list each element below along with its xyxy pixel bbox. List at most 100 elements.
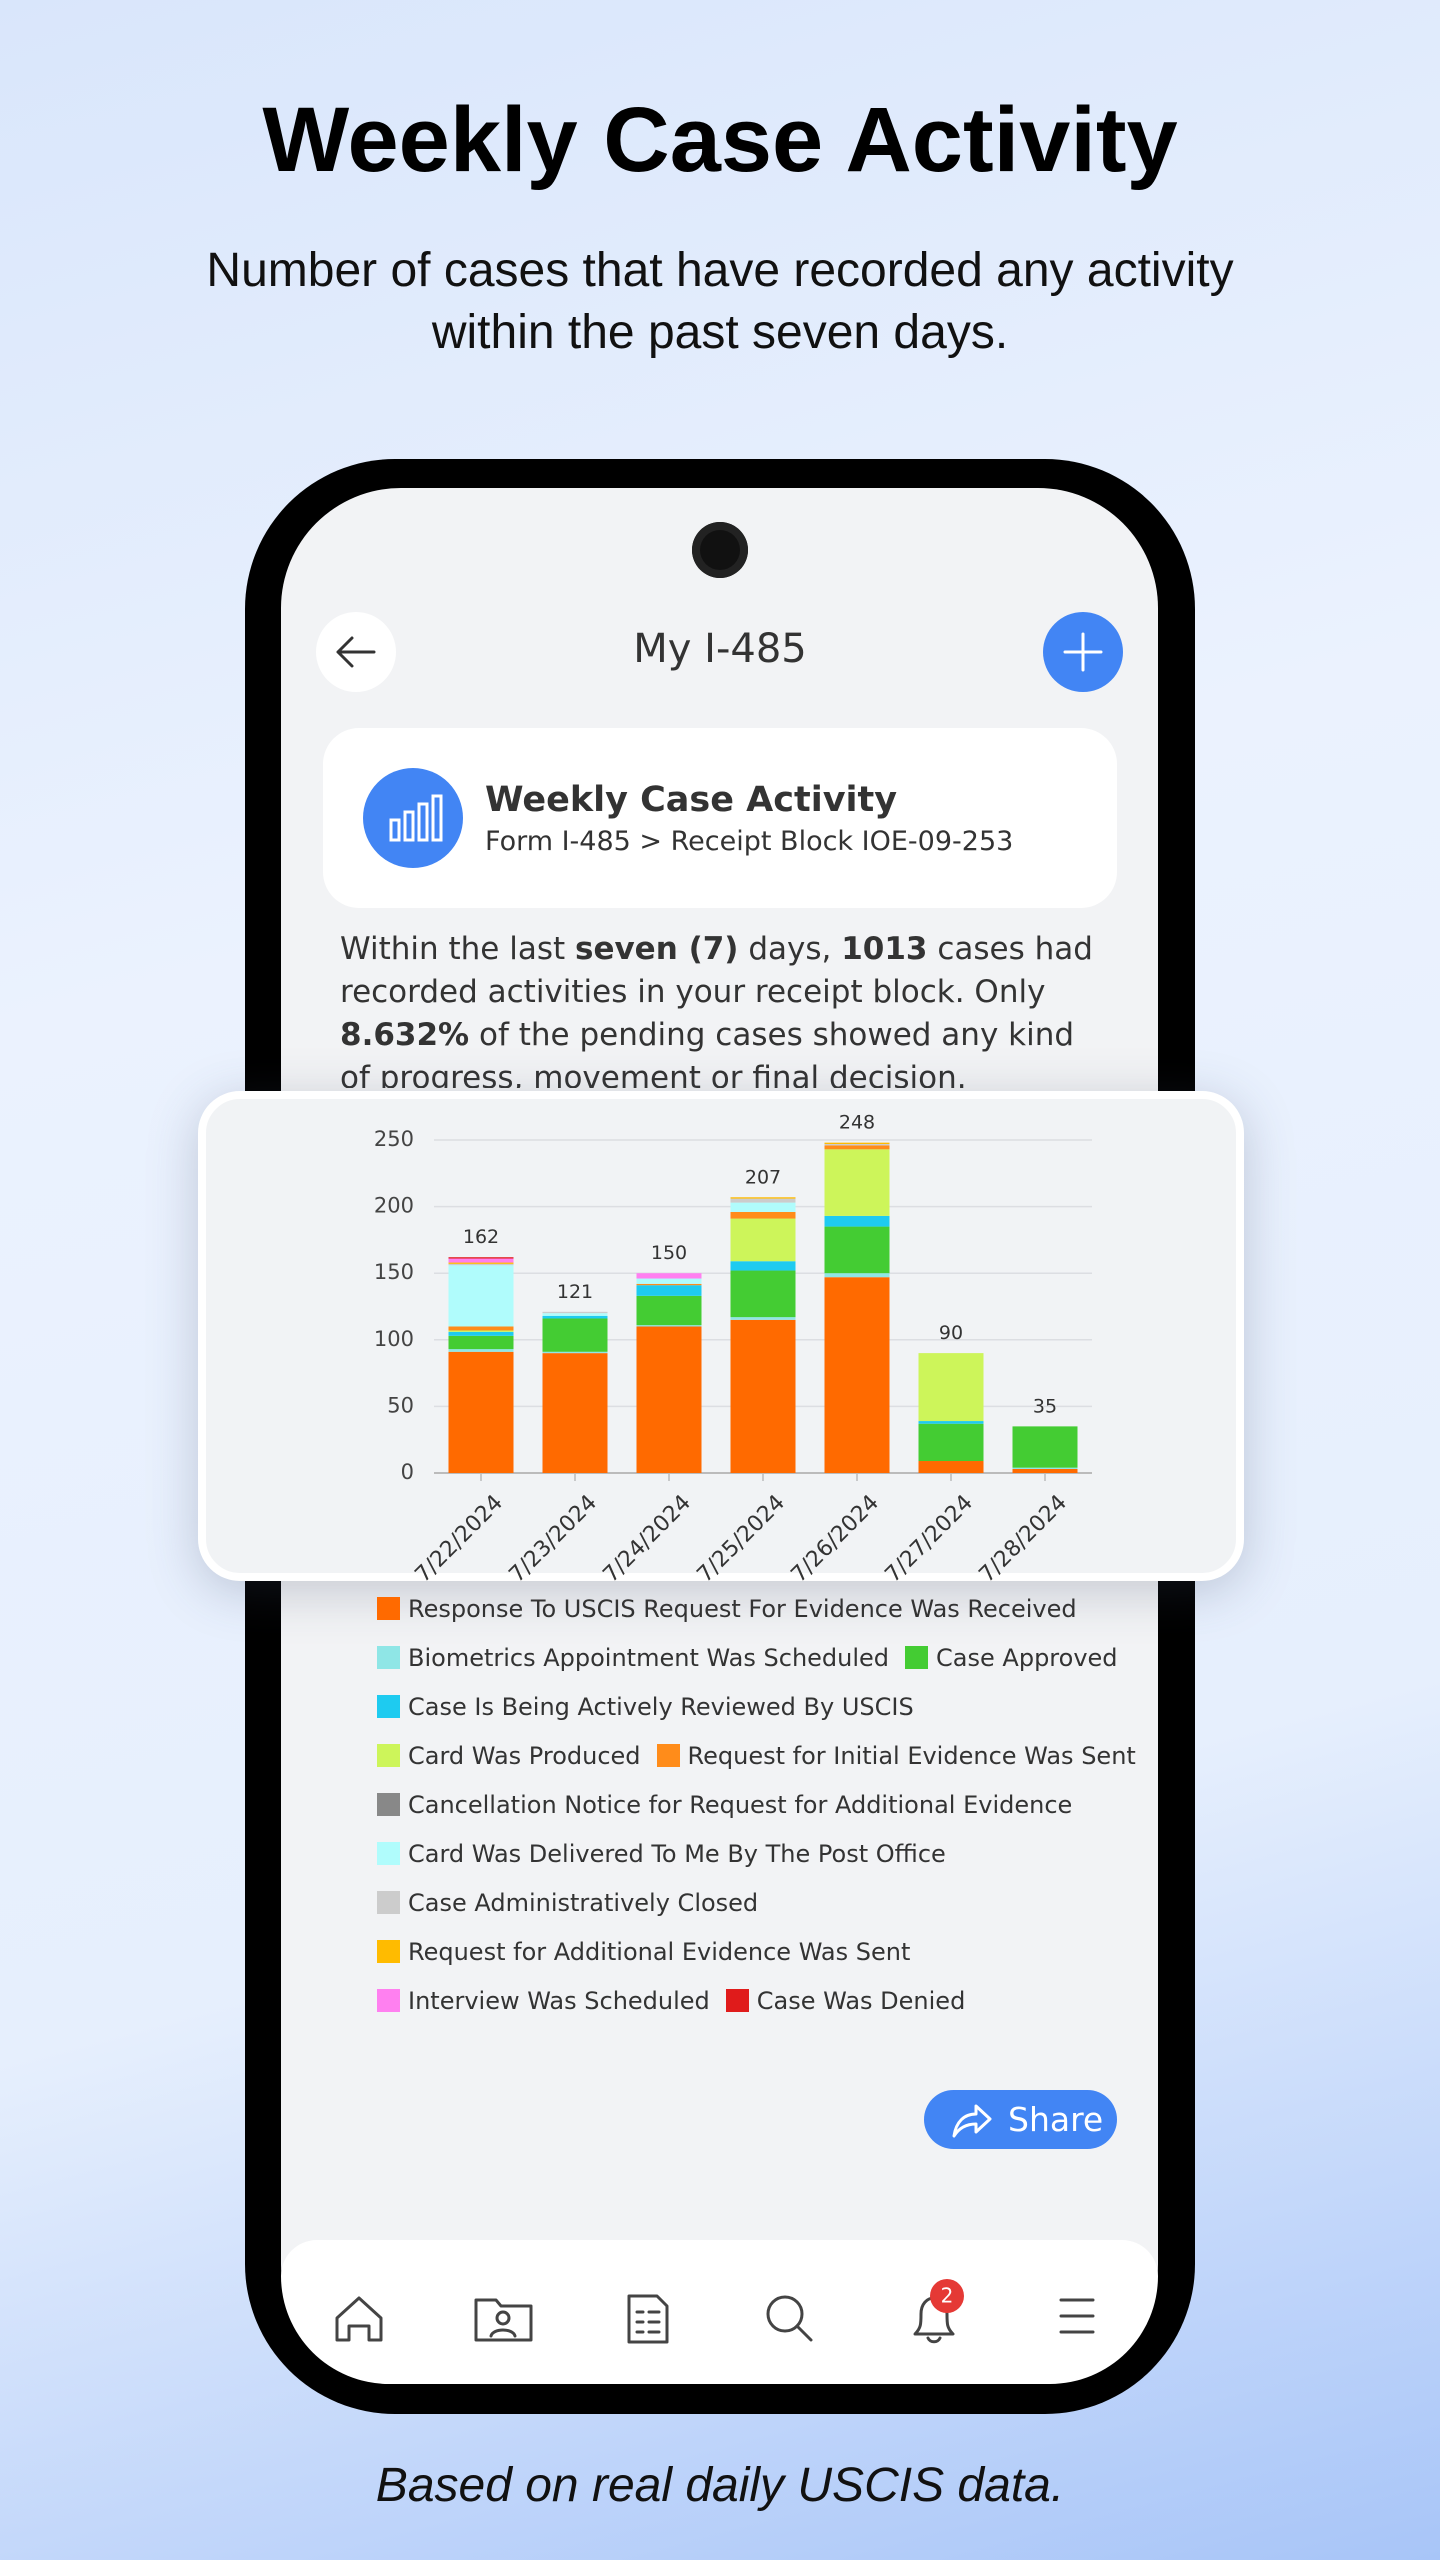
home-icon[interactable]: [335, 2296, 383, 2342]
legend-swatch: [377, 1793, 400, 1816]
total-label: 35: [1033, 1395, 1057, 1417]
bar-segment: [448, 1265, 514, 1327]
bar-segment: [1012, 1469, 1078, 1473]
bar-segment: [448, 1263, 514, 1266]
bar-segment: [918, 1353, 984, 1422]
menu-icon[interactable]: [1059, 2298, 1095, 2334]
text-bold: 1013: [841, 931, 928, 967]
forms-icon[interactable]: [627, 2294, 669, 2344]
bar-segment: [448, 1262, 514, 1264]
legend-label: Response To USCIS Request For Evidence W…: [408, 1594, 1077, 1623]
legend-swatch: [905, 1646, 929, 1669]
bar-segment: [730, 1317, 796, 1320]
legend-swatch: [725, 1989, 749, 2012]
bar-segment: [636, 1273, 702, 1279]
bar-segment: [918, 1421, 984, 1424]
legend-item[interactable]: Case Is Being Actively Reviewed By USCIS: [377, 1693, 914, 1721]
legend-swatch: [656, 1744, 680, 1767]
title: Weekly Case Activity: [262, 89, 1178, 191]
legend-swatch: [377, 1646, 400, 1669]
bar-segment: [636, 1278, 702, 1284]
bar-segment: [918, 1423, 984, 1462]
legend-item[interactable]: Case Was Denied: [725, 1987, 965, 2015]
add-button[interactable]: [1043, 612, 1123, 692]
legend-label: Card Was Produced: [408, 1741, 641, 1770]
legend-row: Card Was Produced Request for Initial Evi…: [377, 1731, 1137, 1780]
x-tick-label: 7/23/2024: [505, 1490, 602, 1581]
legend-item[interactable]: Case Administratively Closed: [377, 1889, 758, 1917]
total-label: 162: [463, 1226, 499, 1248]
legend-item[interactable]: Case Approved: [905, 1643, 1118, 1672]
bars-icon: [389, 794, 443, 842]
text: Within the last: [340, 931, 575, 967]
bar-segment: [448, 1330, 514, 1332]
back-button[interactable]: [316, 612, 396, 692]
legend-row: Case Is Being Actively Reviewed By USCIS: [377, 1682, 1137, 1731]
bar-segment: [542, 1311, 608, 1314]
chart-icon: [363, 768, 463, 868]
y-tick-label: 200: [374, 1194, 414, 1218]
card-title: Weekly Case Activity: [485, 780, 898, 820]
legend-item[interactable]: Card Was Produced: [377, 1742, 641, 1770]
bar-segment: [448, 1257, 514, 1259]
legend-swatch: [377, 1842, 400, 1865]
share-icon: [952, 2104, 992, 2138]
legend-item[interactable]: Response To USCIS Request For Evidence W…: [377, 1595, 1077, 1623]
legend-label: Request for Additional Evidence Was Sent: [408, 1937, 911, 1966]
cases-icon[interactable]: [474, 2298, 533, 2342]
badge: [930, 2279, 964, 2313]
legend-row: Response To USCIS Request For Evidence W…: [377, 1584, 1137, 1633]
app-title: My I-485: [633, 626, 807, 672]
bar-segment: [824, 1215, 890, 1227]
y-tick-label: 150: [374, 1260, 414, 1284]
total-label: 150: [651, 1242, 687, 1264]
badge-count: 2: [941, 2284, 954, 2308]
total-label: 90: [939, 1322, 963, 1344]
nav-icons: 2: [335, 2279, 1095, 2344]
bar-segment: [824, 1142, 890, 1144]
camera: [692, 522, 748, 578]
share-button[interactable]: Share: [924, 2090, 1117, 2149]
bar-segment: [824, 1277, 890, 1473]
bar-segment: [730, 1211, 796, 1219]
legend-item[interactable]: Biometrics Appointment Was Scheduled: [377, 1644, 889, 1672]
legend-row: Case Administratively Closed: [377, 1878, 1137, 1927]
legend-label: Biometrics Appointment Was Scheduled: [408, 1643, 890, 1672]
legend-label: Cancellation Notice for Request for Addi…: [408, 1790, 1073, 1819]
bar-segment: [824, 1145, 890, 1150]
bottom-nav: 2: [281, 2240, 1158, 2384]
bar-segment: [448, 1351, 514, 1473]
legend-label: Case Is Being Actively Reviewed By USCIS: [408, 1692, 914, 1721]
legend-item[interactable]: Card Was Delivered To Me By The Post Off…: [377, 1840, 946, 1868]
bar-segment: [730, 1261, 796, 1271]
subtitle: Number of cases that have recorded any a…: [206, 244, 1234, 359]
bar-segment: [1012, 1467, 1078, 1470]
bar-segment: [824, 1143, 890, 1146]
y-tick-label: 50: [387, 1393, 414, 1417]
x-tick-label: 7/25/2024: [693, 1490, 790, 1581]
bar-segment: [448, 1258, 514, 1263]
bar-segment: [448, 1349, 514, 1352]
bar-segment: [448, 1335, 514, 1350]
legend-label: Interview Was Scheduled: [408, 1986, 710, 2015]
share-label: Share: [1008, 2100, 1104, 2139]
bar-segment: [448, 1331, 514, 1336]
search-icon[interactable]: [766, 2295, 813, 2342]
legend-label: Card Was Delivered To Me By The Post Off…: [408, 1839, 946, 1868]
legend-item[interactable]: Interview Was Scheduled: [377, 1987, 710, 2015]
legend: Response To USCIS Request For Evidence W…: [377, 1584, 1137, 2025]
bar-segment: [542, 1318, 608, 1352]
bar-segment: [636, 1326, 702, 1473]
legend-label: Case Administratively Closed: [408, 1888, 759, 1917]
y-tick-label: 250: [374, 1127, 414, 1151]
footer-note: Based on real daily USCIS data.: [375, 2459, 1065, 2512]
bar-segment: [730, 1319, 796, 1473]
text: cases had recorded activities in your re…: [340, 931, 1093, 1010]
bar-segment: [448, 1326, 514, 1331]
legend-label: Case Approved: [936, 1643, 1118, 1672]
legend-item[interactable]: Request for Initial Evidence Was Sent: [656, 1742, 1136, 1770]
bar-segment: [636, 1283, 702, 1286]
legend-item[interactable]: Cancellation Notice for Request for Addi…: [377, 1791, 1072, 1819]
legend-item[interactable]: Request for Additional Evidence Was Sent: [377, 1938, 910, 1966]
bar-segment: [730, 1202, 796, 1212]
